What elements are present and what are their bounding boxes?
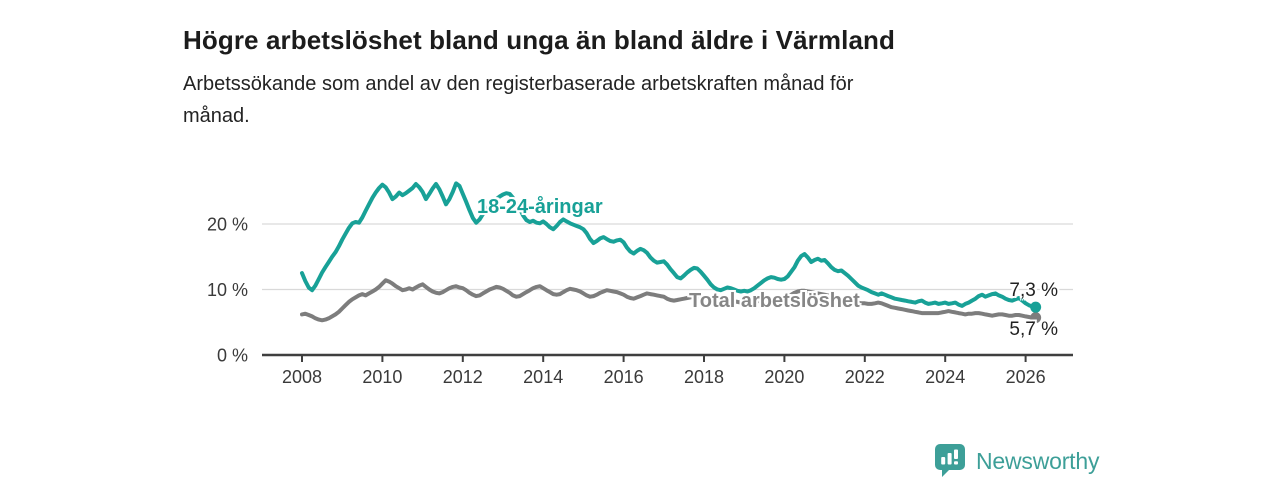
newsworthy-brand-link[interactable]: Newsworthy [935,444,1099,478]
svg-text:2020: 2020 [764,367,804,387]
svg-text:10 %: 10 % [207,280,248,300]
series-label-youth: 18-24-åringar [477,196,603,218]
svg-text:2022: 2022 [845,367,885,387]
end-value-youth: 7,3 % [1009,280,1058,301]
svg-text:2012: 2012 [443,367,483,387]
svg-text:2010: 2010 [362,367,402,387]
chart-title: Högre arbetslöshet bland unga än bland ä… [183,25,895,56]
newsworthy-logo-icon [935,444,965,477]
svg-text:0 %: 0 % [217,346,248,366]
subtitle-line-1: Arbetssökande som andel av den registerb… [183,73,854,95]
subtitle-line-2: månad. [183,105,250,127]
svg-text:2024: 2024 [925,367,965,387]
end-value-total: 5,7 % [1009,319,1058,340]
svg-text:2018: 2018 [684,367,724,387]
series-label-total: Total arbetslöshet [689,290,860,312]
svg-text:2008: 2008 [282,367,322,387]
svg-text:2016: 2016 [604,367,644,387]
svg-text:2014: 2014 [523,367,563,387]
svg-text:2026: 2026 [1006,367,1046,387]
svg-text:20 %: 20 % [207,215,248,235]
newsworthy-wordmark: Newsworthy [976,447,1100,474]
chart-subtitle: Arbetssökande som andel av den registerb… [183,68,1063,132]
